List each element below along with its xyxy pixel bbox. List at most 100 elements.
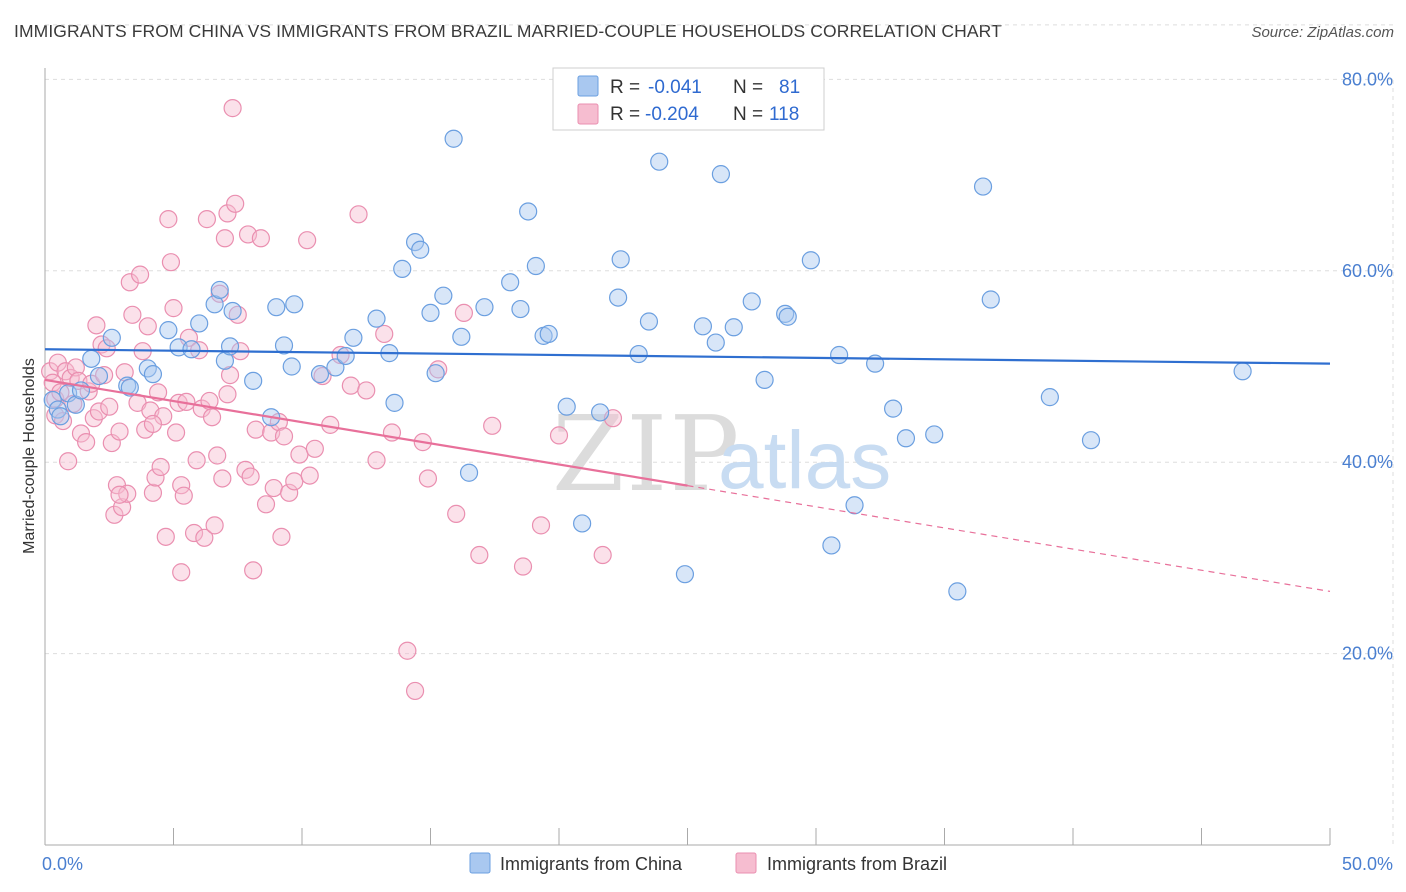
china-point (282, 357, 301, 376)
china-point (639, 312, 659, 331)
brazil-point (138, 317, 157, 336)
brazil-point (549, 426, 569, 445)
brazil-point (210, 284, 229, 303)
china-point (973, 177, 993, 196)
brazil-point (285, 472, 304, 491)
china-point (159, 321, 178, 340)
brazil-point (483, 416, 502, 435)
brazil-point (123, 305, 142, 324)
brazil-point (197, 210, 217, 229)
brazil-point (375, 324, 394, 344)
legend-swatch-china (577, 75, 599, 97)
china-point (742, 292, 761, 311)
brazil-point (87, 316, 106, 335)
brazil-point (148, 383, 168, 402)
brazil-point (280, 483, 299, 502)
brazil-point (66, 358, 85, 377)
legend-n-value-brazil: 118 (769, 104, 799, 125)
bottom-legend-swatch-china (469, 852, 491, 874)
china-point (776, 304, 795, 323)
china-point (1081, 431, 1101, 450)
legend-box: R = -0.041 N = 81 R = -0.204 N = 118 (552, 67, 825, 131)
brazil-point (97, 339, 116, 358)
brazil-point (146, 468, 165, 487)
china-point (801, 251, 820, 270)
brazil-point (447, 504, 466, 523)
china-point (609, 288, 628, 307)
china-point (285, 295, 304, 314)
brazil-point (110, 485, 129, 504)
brazil-point (367, 451, 386, 470)
brazil-point (143, 483, 163, 502)
china-point (981, 290, 1000, 309)
y-tick-label: 60.0% (1342, 261, 1393, 281)
brazil-point (593, 545, 612, 565)
china-point (629, 344, 648, 364)
brazil-point (77, 433, 96, 452)
china-point (501, 273, 520, 292)
brazil-point (208, 446, 227, 465)
china-point (267, 298, 286, 317)
brazil-point (531, 516, 551, 535)
brazil-point (470, 545, 489, 565)
trend-line-brazil (44, 378, 688, 487)
china-point (182, 340, 201, 359)
china-point (830, 345, 849, 365)
china-point (434, 286, 453, 305)
china-point (89, 366, 109, 386)
legend-n-label-china: N = (733, 77, 763, 98)
china-point (883, 399, 903, 418)
brazil-point (120, 273, 139, 292)
brazil-point (357, 381, 376, 400)
brazil-point (215, 229, 234, 248)
y-tick-label: 20.0% (1342, 644, 1393, 664)
china-point (675, 565, 695, 584)
brazil-point (195, 528, 214, 547)
legend-r-value-brazil: -0.204 (645, 104, 699, 125)
brazil-point (143, 414, 163, 434)
brazil-point (100, 397, 119, 416)
china-point (845, 496, 864, 515)
brazil-point (300, 466, 319, 485)
china-point (102, 328, 121, 347)
china-point (591, 403, 610, 422)
china-point (519, 202, 538, 221)
china-point (724, 318, 743, 337)
y-tick-label: 80.0% (1342, 69, 1393, 89)
brazil-point (223, 99, 242, 118)
brazil-point (161, 253, 181, 272)
legend-n-label-brazil: N = (733, 104, 763, 125)
brazil-point (156, 527, 175, 546)
brazil-point (95, 366, 114, 385)
chart-title: IMMIGRANTS FROM CHINA VS IMMIGRANTS FROM… (14, 21, 1002, 41)
watermark-atlas: atlas (718, 415, 891, 506)
brazil-point (118, 484, 137, 503)
china-point (82, 349, 101, 368)
brazil-points (41, 99, 623, 701)
brazil-point (166, 423, 186, 442)
china-point (43, 390, 62, 410)
brazil-point (172, 476, 191, 495)
trend-lines (44, 348, 1331, 592)
brazil-point (241, 467, 260, 486)
china-point (190, 314, 209, 333)
china-point (925, 425, 944, 444)
brazil-point (205, 516, 224, 535)
brazil-point (110, 422, 129, 441)
brazil-point (341, 376, 360, 395)
china-point (223, 301, 242, 321)
china-point (274, 336, 294, 355)
china-point (573, 514, 592, 533)
brazil-point (159, 210, 178, 229)
china-point (344, 328, 363, 347)
china-point (326, 358, 345, 377)
brazil-point (218, 385, 237, 404)
china-point (66, 395, 85, 414)
china-point (778, 307, 797, 326)
y-tick-labels: 20.0% 40.0% 60.0% 80.0% (1342, 69, 1393, 663)
china-point (511, 299, 530, 319)
axes (44, 68, 1331, 846)
brazil-point (202, 408, 222, 427)
bottom-legend: Immigrants from China Immigrants from Br… (469, 852, 947, 874)
